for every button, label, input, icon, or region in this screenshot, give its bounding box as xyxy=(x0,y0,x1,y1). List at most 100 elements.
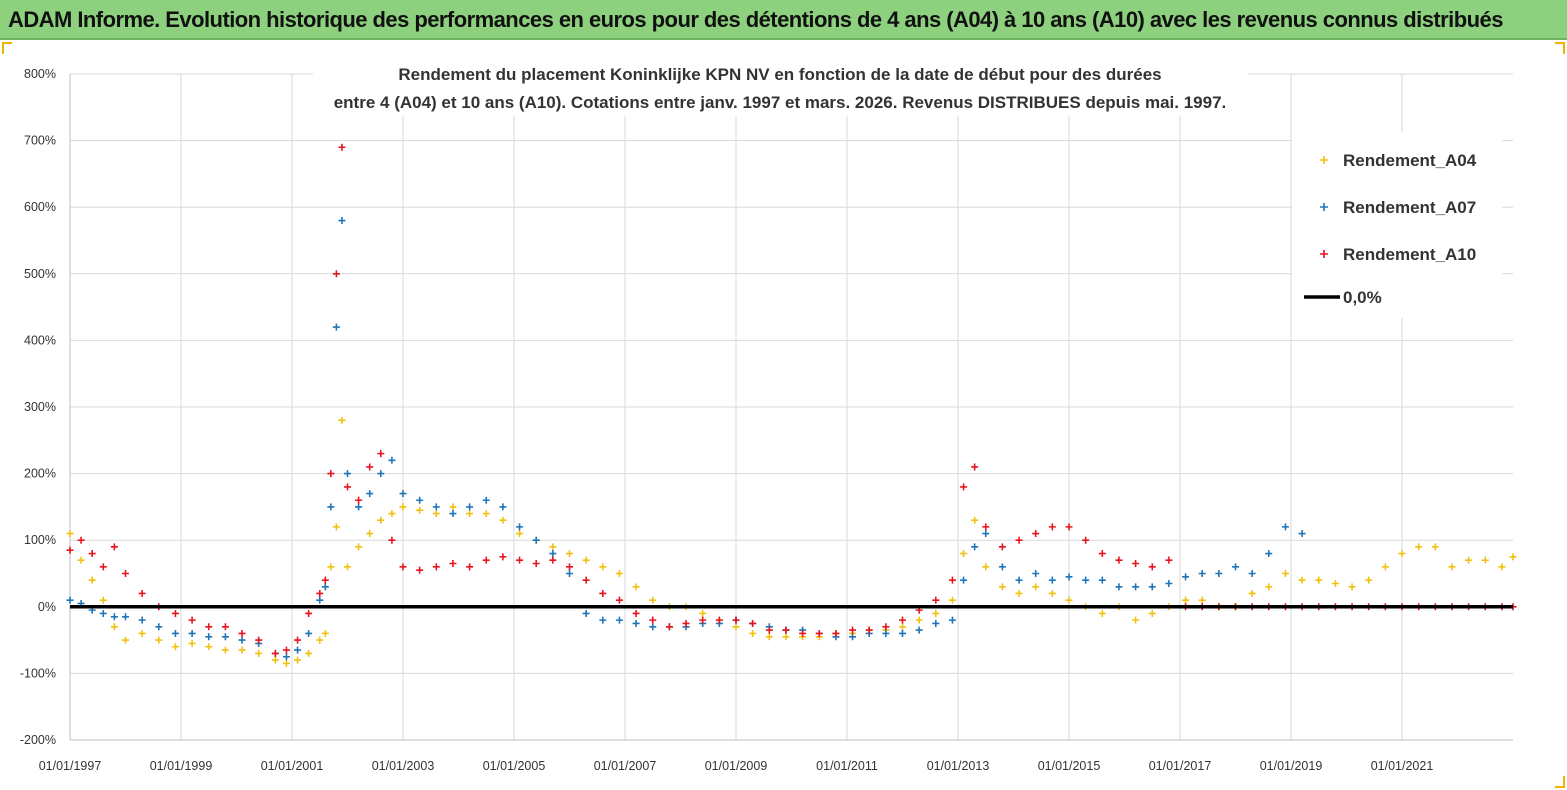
data-point xyxy=(316,636,324,644)
data-point xyxy=(971,543,979,551)
data-point xyxy=(1315,576,1323,584)
data-point xyxy=(799,629,807,637)
legend-marker-icon xyxy=(1320,156,1328,164)
data-point xyxy=(255,636,263,644)
data-point xyxy=(432,510,440,518)
data-point xyxy=(1498,563,1506,571)
data-point xyxy=(1082,576,1090,584)
data-point xyxy=(1065,523,1073,531)
data-point xyxy=(516,556,524,564)
data-point xyxy=(1298,530,1306,538)
data-point xyxy=(355,503,363,511)
data-point xyxy=(516,530,524,538)
data-point xyxy=(1048,523,1056,531)
data-point xyxy=(615,596,623,604)
legend-entry-label: Rendement_A07 xyxy=(1343,198,1476,217)
data-point xyxy=(1481,556,1489,564)
data-point xyxy=(316,589,324,597)
y-tick-label: -200% xyxy=(20,733,56,747)
x-tick-label: 01/01/2003 xyxy=(372,759,435,773)
data-point xyxy=(482,510,490,518)
data-point xyxy=(188,629,196,637)
data-point xyxy=(1015,576,1023,584)
data-point xyxy=(327,503,335,511)
data-point xyxy=(294,636,302,644)
data-point xyxy=(566,550,573,558)
series-rendement-a04 xyxy=(66,416,1517,667)
chart-area: -200% -100% 0% 100% 200% 300% 400% 500% 600% 700%… xyxy=(20,54,1517,773)
data-point xyxy=(982,563,990,571)
data-point xyxy=(466,510,474,518)
data-point xyxy=(305,649,313,657)
data-point xyxy=(1281,570,1289,577)
data-point xyxy=(899,623,906,631)
data-point xyxy=(238,636,246,644)
data-point xyxy=(99,609,107,617)
data-point xyxy=(532,560,540,568)
data-point xyxy=(77,556,85,564)
data-point xyxy=(77,536,85,544)
data-point xyxy=(749,629,757,637)
x-tick-label: 01/01/2015 xyxy=(1038,759,1101,773)
data-point xyxy=(1048,589,1056,597)
data-point xyxy=(649,623,657,631)
data-point xyxy=(948,596,956,604)
x-tick-label: 01/01/2013 xyxy=(927,759,990,773)
data-point xyxy=(960,550,968,558)
data-point xyxy=(1232,563,1239,571)
header-title: ADAM Informe. Evolution historique des p… xyxy=(8,7,1503,32)
data-point xyxy=(482,496,490,504)
data-point xyxy=(171,643,179,651)
data-point xyxy=(849,633,857,641)
data-point xyxy=(122,613,129,621)
data-point xyxy=(1098,550,1106,558)
data-point xyxy=(782,633,790,641)
data-point xyxy=(110,623,118,631)
chart-subtitle-line-2: entre 4 (A04) et 10 ans (A10). Cotations… xyxy=(334,93,1227,112)
data-point xyxy=(582,556,590,564)
data-point xyxy=(1132,583,1140,591)
x-tick-label: 01/01/1997 xyxy=(39,759,102,773)
y-tick-label: 0% xyxy=(38,600,56,614)
data-point xyxy=(1148,563,1156,571)
data-point xyxy=(188,616,196,624)
data-point xyxy=(449,560,457,568)
data-point xyxy=(649,596,657,604)
data-point xyxy=(432,503,440,511)
data-point xyxy=(316,596,324,604)
data-point xyxy=(899,629,906,637)
y-axis-tick-labels: -200% -100% 0% 100% 200% 300% 400% 500% 600% 700%… xyxy=(20,67,56,747)
data-point xyxy=(782,626,790,634)
data-point xyxy=(632,619,640,627)
data-point xyxy=(332,270,340,278)
data-point xyxy=(344,563,351,571)
data-point xyxy=(416,496,424,504)
data-point xyxy=(205,633,213,641)
data-point xyxy=(499,503,507,511)
data-point xyxy=(998,543,1006,551)
data-point xyxy=(566,570,573,577)
data-point xyxy=(138,589,146,597)
x-tick-label: 01/01/2001 xyxy=(261,759,324,773)
data-point xyxy=(271,656,279,664)
chart-subtitle-line-1: Rendement du placement Koninklijke KPN N… xyxy=(398,65,1161,84)
x-tick-label: 01/01/2005 xyxy=(483,759,546,773)
data-point xyxy=(599,563,607,571)
corner-mark-icon xyxy=(1555,776,1565,788)
data-point xyxy=(377,516,385,524)
data-point xyxy=(549,550,557,558)
data-point xyxy=(549,556,557,564)
data-point xyxy=(399,490,407,498)
data-point xyxy=(1098,609,1106,617)
chart-grid xyxy=(69,73,1513,741)
data-point xyxy=(882,623,890,631)
data-point xyxy=(388,510,396,518)
data-point xyxy=(948,576,956,584)
data-point xyxy=(1032,583,1040,591)
data-point xyxy=(355,496,363,504)
data-point xyxy=(449,510,457,518)
x-tick-label: 01/01/2021 xyxy=(1371,759,1434,773)
data-point xyxy=(915,626,923,634)
x-tick-label: 01/01/2007 xyxy=(594,759,657,773)
corner-mark-icon xyxy=(1555,42,1565,54)
